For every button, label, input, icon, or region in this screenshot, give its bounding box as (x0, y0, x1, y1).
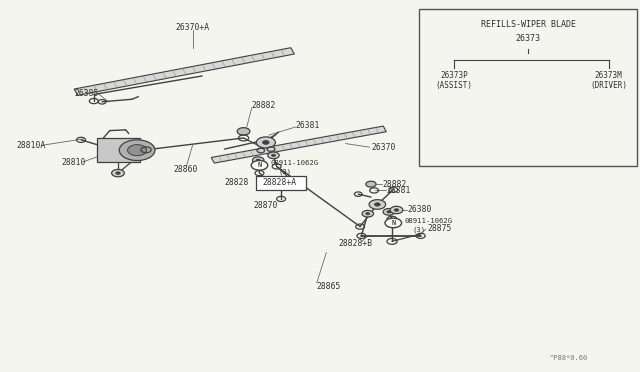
Circle shape (366, 212, 370, 215)
Text: 26380: 26380 (408, 205, 432, 215)
Text: 26381: 26381 (296, 121, 320, 129)
Circle shape (366, 181, 376, 187)
Text: N: N (257, 162, 262, 168)
Text: 28865: 28865 (317, 282, 341, 291)
Text: 08911-1062G: 08911-1062G (404, 218, 453, 224)
Circle shape (387, 211, 391, 213)
Text: 28810A: 28810A (16, 141, 45, 150)
Circle shape (127, 145, 147, 156)
Text: 26381: 26381 (387, 186, 412, 195)
Text: 28810: 28810 (62, 157, 86, 167)
Text: 28860: 28860 (173, 165, 198, 174)
Circle shape (369, 200, 386, 209)
Polygon shape (211, 126, 387, 163)
Circle shape (256, 159, 260, 161)
Circle shape (394, 209, 399, 211)
Text: 28828: 28828 (225, 178, 249, 187)
Circle shape (383, 209, 394, 215)
Text: 28828+A: 28828+A (262, 178, 297, 187)
Text: (DRIVER): (DRIVER) (590, 81, 627, 90)
Circle shape (362, 211, 374, 217)
Text: REFILLS-WIPER BLADE: REFILLS-WIPER BLADE (481, 20, 575, 29)
Text: 26370: 26370 (371, 143, 396, 152)
Polygon shape (74, 48, 294, 95)
Circle shape (385, 218, 401, 228)
Text: 28882: 28882 (252, 101, 276, 110)
Circle shape (374, 203, 380, 206)
Circle shape (256, 137, 275, 148)
Circle shape (111, 169, 124, 177)
Text: 28882: 28882 (383, 180, 407, 189)
Circle shape (237, 128, 250, 135)
Circle shape (116, 172, 120, 174)
Text: 28875: 28875 (427, 224, 451, 233)
Text: 26385: 26385 (75, 89, 99, 98)
Text: 08911-1062G: 08911-1062G (271, 160, 319, 167)
Bar (97, 138, 140, 162)
Circle shape (262, 141, 269, 144)
Polygon shape (429, 75, 527, 106)
Text: 28828+B: 28828+B (338, 239, 372, 248)
Text: 28870: 28870 (253, 201, 277, 210)
Circle shape (268, 152, 279, 159)
Text: 26370+A: 26370+A (175, 23, 210, 32)
Bar (256, 176, 306, 190)
Text: N: N (391, 220, 396, 226)
Bar (419, 9, 637, 166)
Text: ^P88*0.60: ^P88*0.60 (549, 355, 588, 361)
Circle shape (252, 157, 264, 163)
Circle shape (119, 140, 155, 161)
Circle shape (271, 154, 275, 157)
Text: 26373M: 26373M (595, 71, 623, 80)
Text: 26373P: 26373P (440, 71, 468, 80)
Polygon shape (517, 86, 634, 121)
Circle shape (251, 161, 268, 170)
Circle shape (390, 206, 403, 214)
Text: (3): (3) (278, 169, 292, 175)
Text: (3): (3) (412, 226, 426, 233)
Text: (ASSIST): (ASSIST) (435, 81, 472, 90)
Text: 26373: 26373 (516, 34, 541, 43)
